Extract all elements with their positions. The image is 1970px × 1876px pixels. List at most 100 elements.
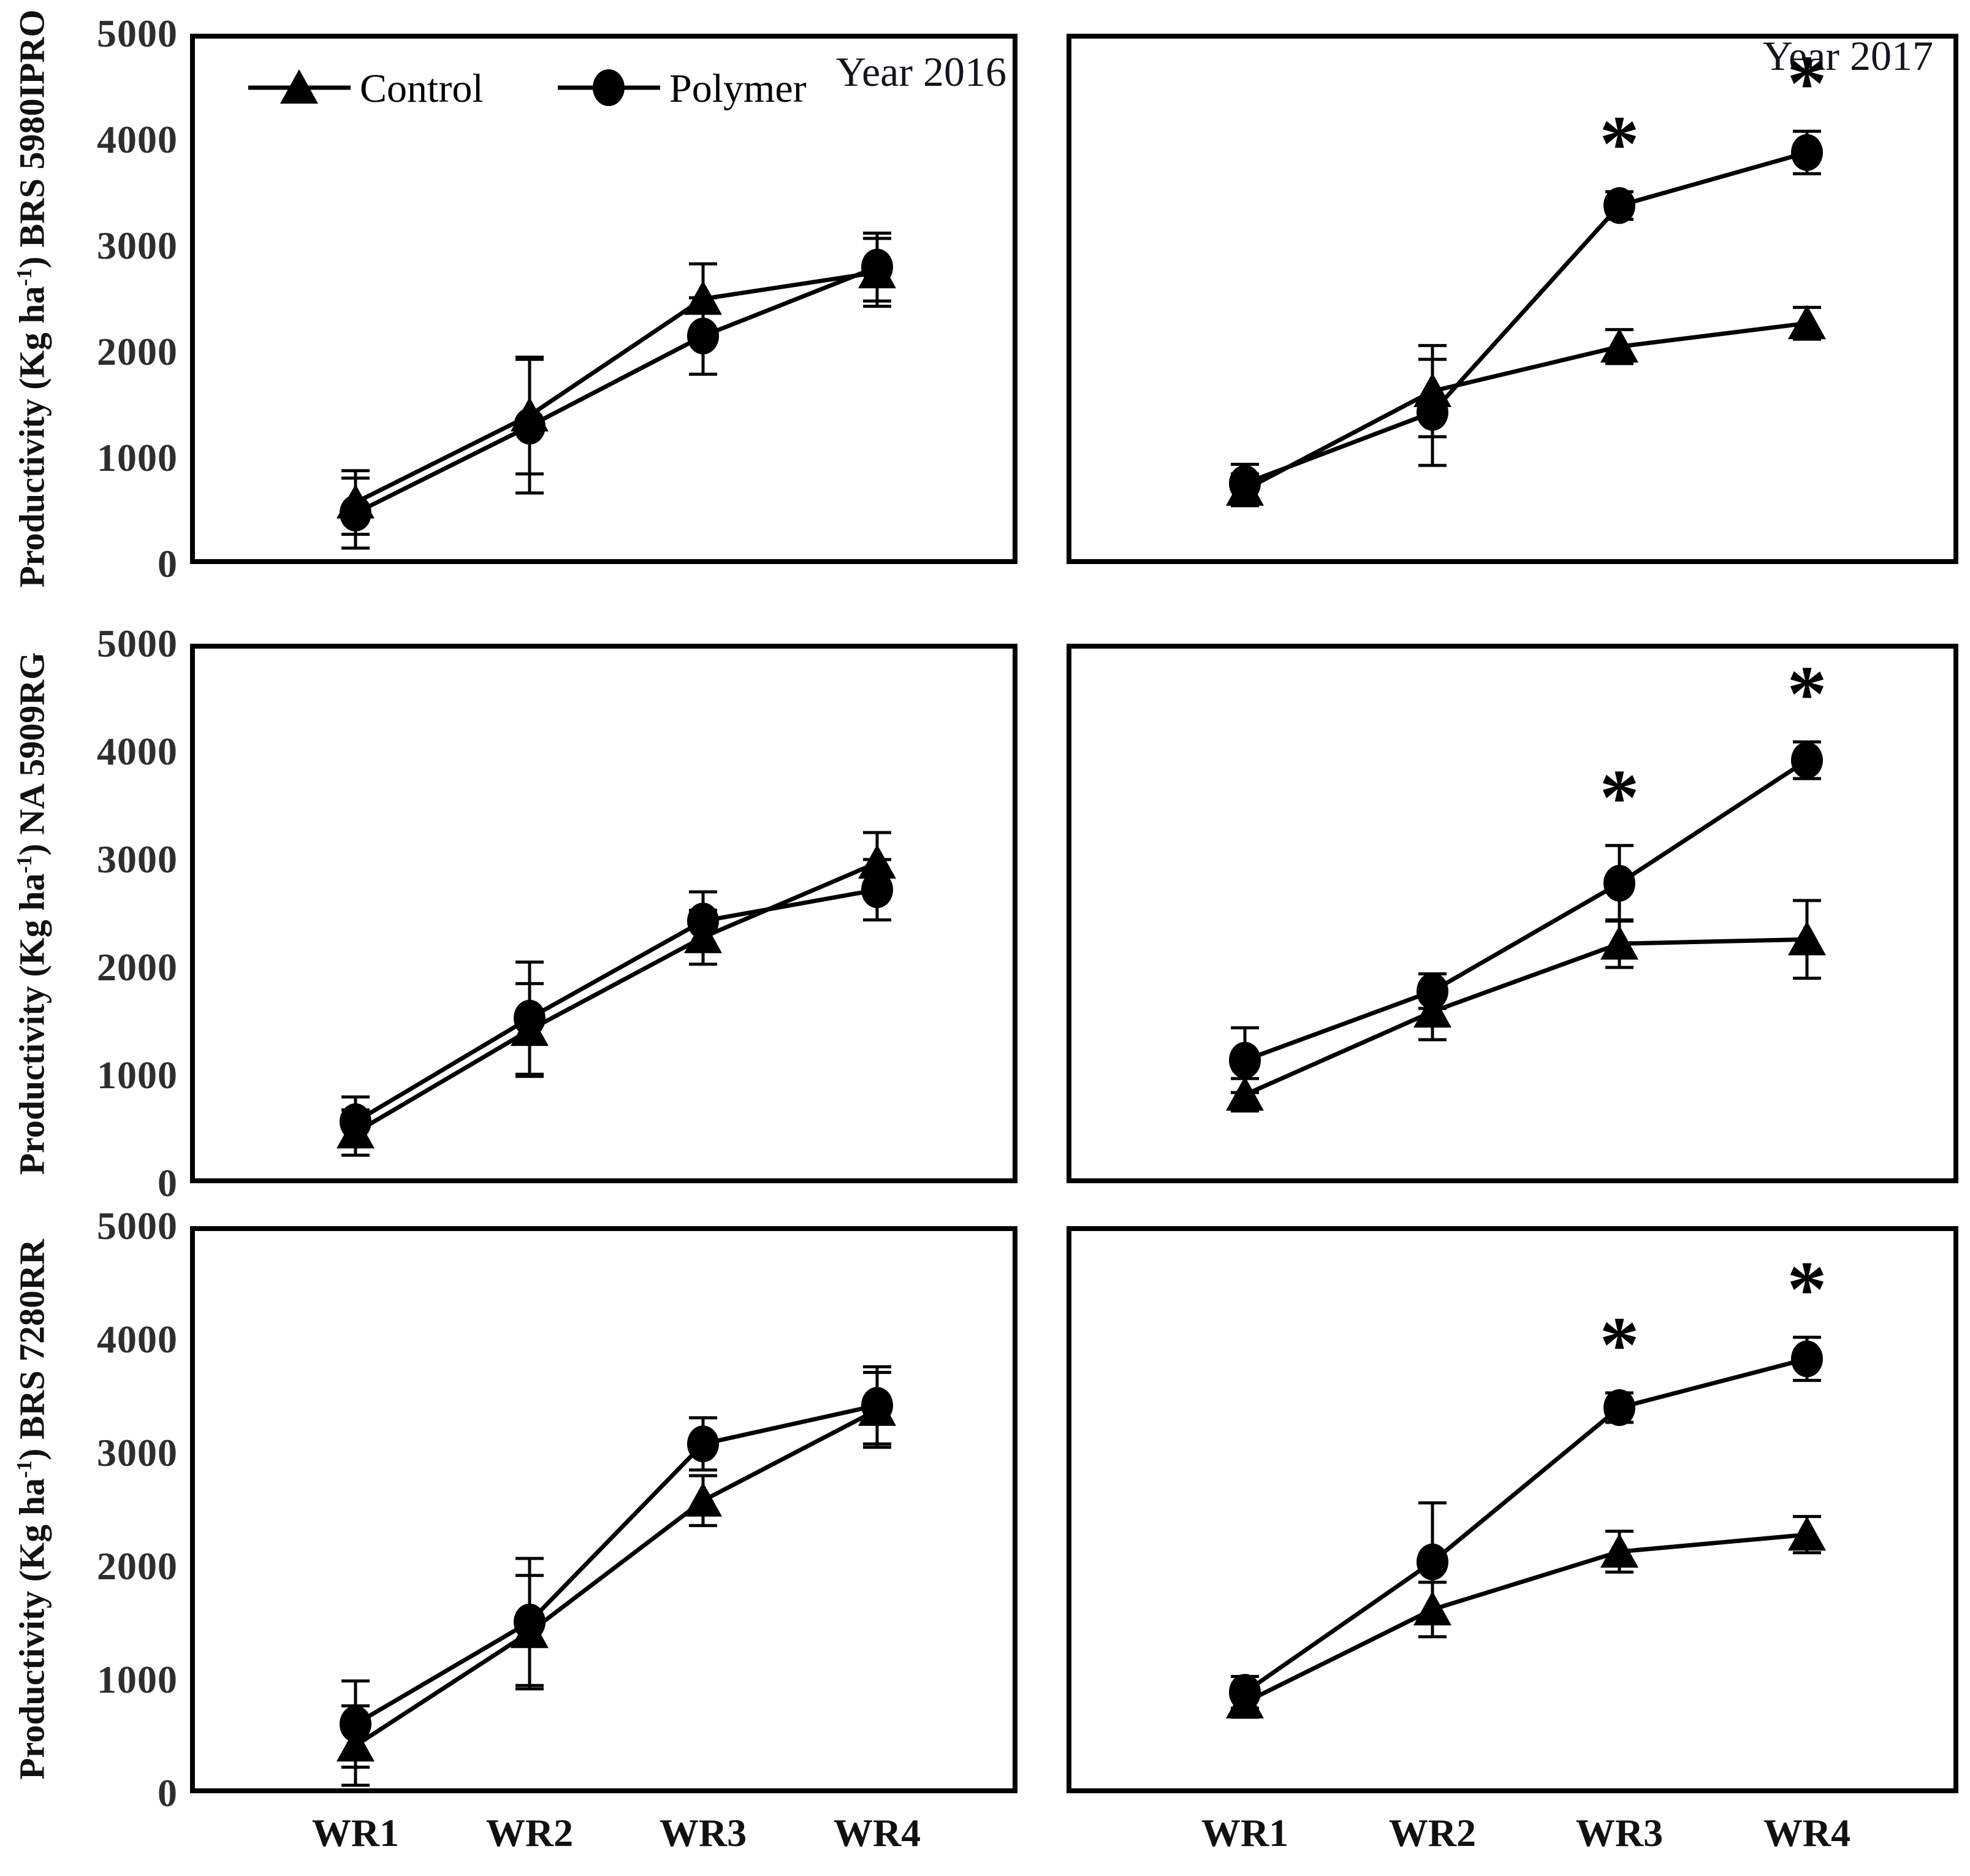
y-tick-label: 0 [158, 542, 178, 585]
y-tick-label: 5000 [97, 12, 178, 55]
polymer-marker [1603, 864, 1635, 902]
panel-border [1067, 34, 1958, 564]
x-tick-label: WR4 [833, 1811, 921, 1855]
y-tick-label: 4000 [97, 118, 178, 161]
polymer-marker [340, 1706, 371, 1743]
control-marker [1788, 921, 1826, 956]
significance-asterisk: * [1600, 1301, 1640, 1389]
year-2017-label: Year 2017 [1762, 32, 1933, 79]
polymer-marker [687, 1425, 719, 1463]
y-axis-title-brs5980ipro: Productivity (Kg ha-1) BRS 5980IPRO [12, 9, 53, 587]
chart-panel-brs7280rr-2016 [190, 1226, 1017, 1793]
legend-control-marker [280, 69, 318, 104]
control-marker [337, 1727, 375, 1762]
panel-border [1067, 1226, 1958, 1793]
x-tick-label: WR2 [485, 1811, 574, 1855]
control-marker [1600, 328, 1638, 363]
y-tick-label: 4000 [97, 730, 178, 773]
control-marker [684, 280, 722, 315]
chart-panel-brs5980ipro-2016: Control Polymer [190, 34, 1017, 564]
control-marker [858, 844, 896, 879]
control-marker [1788, 305, 1826, 340]
y-title-text: Productivity (Kg ha [12, 1478, 52, 1780]
control-series-line [354, 1408, 878, 1748]
y-tick-label: 1000 [97, 1053, 178, 1097]
polymer-marker [514, 1603, 546, 1641]
polymer-marker [514, 408, 546, 445]
y-tick-label: 0 [158, 1161, 178, 1205]
y-tick-label: 0 [158, 1771, 178, 1815]
y-title-superscript: -1 [12, 268, 37, 286]
x-tick-label: WR2 [1388, 1811, 1477, 1855]
polymer-marker [340, 1103, 371, 1140]
control-series-line [354, 270, 878, 505]
legend-control-label: Control [360, 66, 484, 111]
x-tick-label: WR3 [659, 1811, 747, 1855]
polymer-series-line [354, 887, 878, 1124]
y-tick-label: 2000 [97, 1544, 178, 1588]
legend-polymer-marker [593, 69, 625, 106]
chart-panel-brs7280rr-2017: ** [1067, 1226, 1958, 1793]
polymer-marker [1417, 394, 1448, 431]
panel-border [190, 34, 1017, 564]
y-tick-label: 3000 [97, 1431, 178, 1474]
polymer-series-line [354, 1403, 878, 1726]
year-2016-label: Year 2016 [835, 48, 1006, 95]
polymer-marker [1229, 1042, 1261, 1079]
y-tick-label: 2000 [97, 330, 178, 373]
control-marker [1788, 1516, 1826, 1551]
polymer-marker [1791, 1340, 1823, 1378]
polymer-marker [1417, 972, 1448, 1010]
control-marker [1600, 1533, 1638, 1568]
y-title-superscript: -1 [12, 1460, 37, 1478]
control-series-line [1244, 321, 1808, 492]
polymer-marker [861, 871, 893, 909]
significance-asterisk: * [1600, 100, 1640, 188]
y-tick-label: 1000 [97, 436, 178, 479]
y-tick-label: 3000 [97, 224, 178, 267]
panel-border [190, 644, 1017, 1183]
control-marker [1226, 1076, 1264, 1111]
polymer-marker [340, 494, 371, 532]
control-marker [684, 1482, 722, 1517]
x-tick-label: WR4 [1763, 1811, 1851, 1855]
polymer-marker [687, 318, 719, 355]
legend-polymer-label: Polymer [669, 66, 807, 111]
y-title-superscript: -1 [12, 855, 37, 874]
control-marker [1413, 993, 1451, 1028]
chart-panel-na5909rg-2017: ** [1067, 644, 1958, 1183]
polymer-marker [861, 248, 893, 286]
polymer-marker [1603, 1389, 1635, 1426]
polymer-series-line [1244, 1357, 1808, 1695]
polymer-series-line [354, 265, 878, 516]
legend: Control Polymer [248, 66, 807, 111]
polymer-series-line [1244, 758, 1808, 1062]
polymer-marker [1603, 187, 1635, 224]
polymer-marker [1791, 134, 1823, 171]
control-series-line [1244, 1532, 1808, 1705]
y-title-text: Productivity (Kg ha [12, 873, 52, 1175]
polymer-marker [514, 999, 546, 1037]
x-tick-label: WR1 [1201, 1811, 1289, 1855]
y-tick-label: 3000 [97, 837, 178, 881]
polymer-marker [1791, 742, 1823, 779]
control-series-line [1244, 937, 1808, 1097]
x-tick-label: WR1 [311, 1811, 400, 1855]
significance-asterisk: * [1787, 1245, 1827, 1333]
significance-asterisk: * [1787, 650, 1827, 738]
polymer-marker [1229, 465, 1261, 502]
polymer-series-line [1244, 150, 1808, 486]
polymer-marker [1229, 1674, 1261, 1711]
panel-border [190, 1226, 1017, 1793]
y-tick-label: 4000 [97, 1317, 178, 1361]
control-marker [1413, 1591, 1451, 1626]
significance-asterisk: * [1787, 39, 1827, 128]
polymer-marker [861, 1387, 893, 1424]
significance-asterisk: * [1600, 753, 1640, 842]
control-series-line [354, 861, 878, 1135]
polymer-marker [1417, 1543, 1448, 1580]
polymer-marker [687, 902, 719, 940]
chart-panel-na5909rg-2016 [190, 644, 1017, 1183]
panel-border [1067, 644, 1958, 1183]
